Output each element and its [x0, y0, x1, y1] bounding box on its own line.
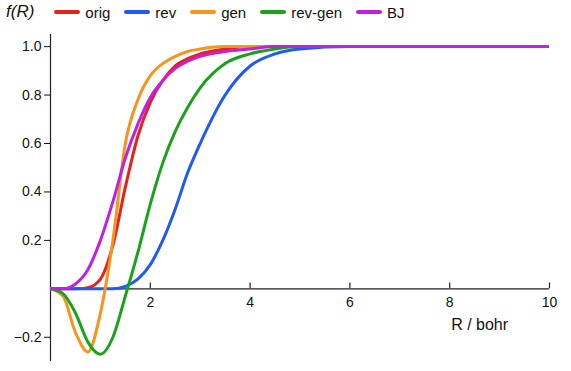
- svg-text:0.6: 0.6: [22, 135, 42, 151]
- svg-text:1.0: 1.0: [22, 38, 42, 54]
- svg-text:0.2: 0.2: [22, 232, 42, 248]
- svg-text:0.4: 0.4: [22, 183, 42, 199]
- html-text:gen: gen: [221, 3, 247, 21]
- svg-text:8: 8: [446, 294, 454, 310]
- html-text:orig: orig: [85, 3, 111, 21]
- svg-text:4: 4: [246, 294, 254, 310]
- svg-text:−0.2: −0.2: [14, 329, 42, 345]
- svg-text:10: 10: [542, 294, 558, 310]
- html-text:rev-gen: rev-gen: [291, 3, 343, 21]
- svg-text:6: 6: [346, 294, 354, 310]
- svg-text:2: 2: [146, 294, 154, 310]
- svg-text:0.8: 0.8: [22, 87, 42, 103]
- html-text:BJ: BJ: [387, 3, 405, 21]
- html-text:f(R): f(R): [6, 2, 35, 21]
- html-text:rev: rev: [155, 3, 177, 21]
- svg-text:R / bohr: R / bohr: [451, 316, 509, 333]
